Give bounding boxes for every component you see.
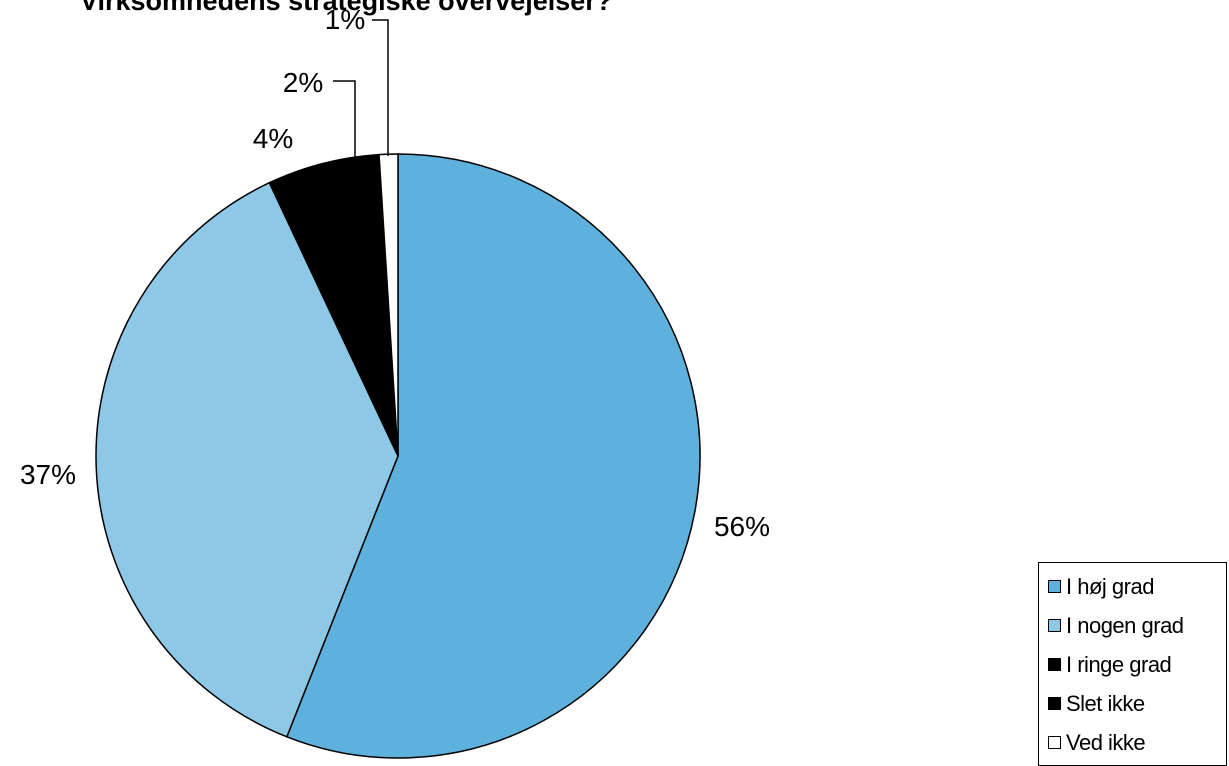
- legend-item: I ringe grad: [1039, 645, 1226, 684]
- legend-swatch: [1048, 736, 1061, 749]
- pie-slice: [285, 153, 701, 759]
- legend-swatch: [1048, 658, 1061, 671]
- chart-title: Virksomhedens strategiske overvejelser?: [80, 0, 613, 16]
- data-label: 56%: [714, 511, 770, 542]
- legend-swatch: [1048, 580, 1061, 593]
- legend-label: I ringe grad: [1066, 651, 1172, 677]
- legend-swatch: [1048, 697, 1061, 710]
- legend-item: Ved ikke: [1039, 723, 1226, 762]
- leader-line: [372, 19, 389, 156]
- data-label: 2%: [283, 67, 323, 98]
- legend-swatch: [1048, 619, 1061, 632]
- data-labels: 56% 37% 4% 2% 1%: [20, 4, 770, 542]
- legend-item: I høj grad: [1039, 567, 1226, 606]
- legend: I høj grad I nogen grad I ringe grad Sle…: [1038, 562, 1227, 766]
- legend-label: I høj grad: [1066, 573, 1154, 599]
- legend-label: Ved ikke: [1066, 729, 1146, 755]
- leader-line: [333, 80, 356, 157]
- legend-label: Slet ikke: [1066, 690, 1145, 716]
- pie-slice: [95, 181, 399, 738]
- pie-slices: [95, 153, 701, 759]
- legend-label: I nogen grad: [1066, 612, 1184, 638]
- data-label: 1%: [325, 4, 365, 35]
- data-label: 4%: [253, 123, 293, 154]
- data-label: 37%: [20, 459, 76, 490]
- legend-item: I nogen grad: [1039, 606, 1226, 645]
- leader-lines: [333, 19, 389, 157]
- legend-item: Slet ikke: [1039, 684, 1226, 723]
